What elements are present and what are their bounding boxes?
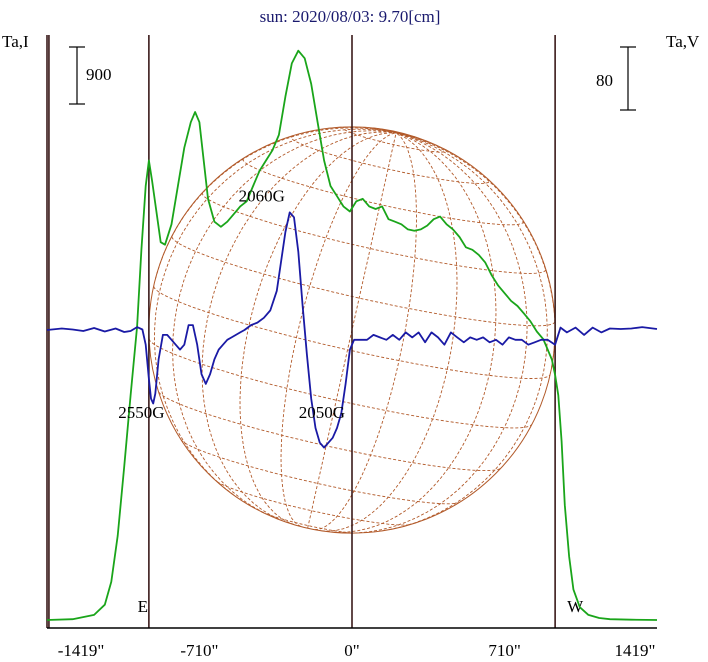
right-scale-bar [620, 46, 636, 111]
x-tick-label: -710" [180, 641, 218, 660]
left-axis-label: Ta,I [2, 32, 29, 51]
annotation-2550G: 2550G [118, 403, 164, 422]
x-tick-label: 0" [344, 641, 359, 660]
data-series [46, 49, 658, 621]
series-I-line [46, 49, 658, 621]
right-axis-label: Ta,V [666, 32, 700, 51]
marker-label-E: E [138, 597, 148, 616]
annotations: 2060G 2550G 2050G [118, 186, 345, 422]
series-V-line [46, 211, 658, 449]
left-scale-bar [69, 46, 85, 105]
annotation-2060G: 2060G [239, 186, 285, 205]
x-tick-label: -1419" [58, 641, 105, 660]
x-tick-labels: -1419" -710" 0" 710" 1419" [58, 641, 656, 660]
right-scale-bar-label: 80 [596, 71, 613, 90]
annotation-2050G: 2050G [299, 403, 345, 422]
x-tick-label: 1419" [615, 641, 656, 660]
x-tick-label: 710" [488, 641, 520, 660]
chart-title: sun: 2020/08/03: 9.70[cm] [260, 7, 441, 26]
left-scale-bar-label: 900 [86, 65, 112, 84]
marker-label-W: W [567, 597, 584, 616]
